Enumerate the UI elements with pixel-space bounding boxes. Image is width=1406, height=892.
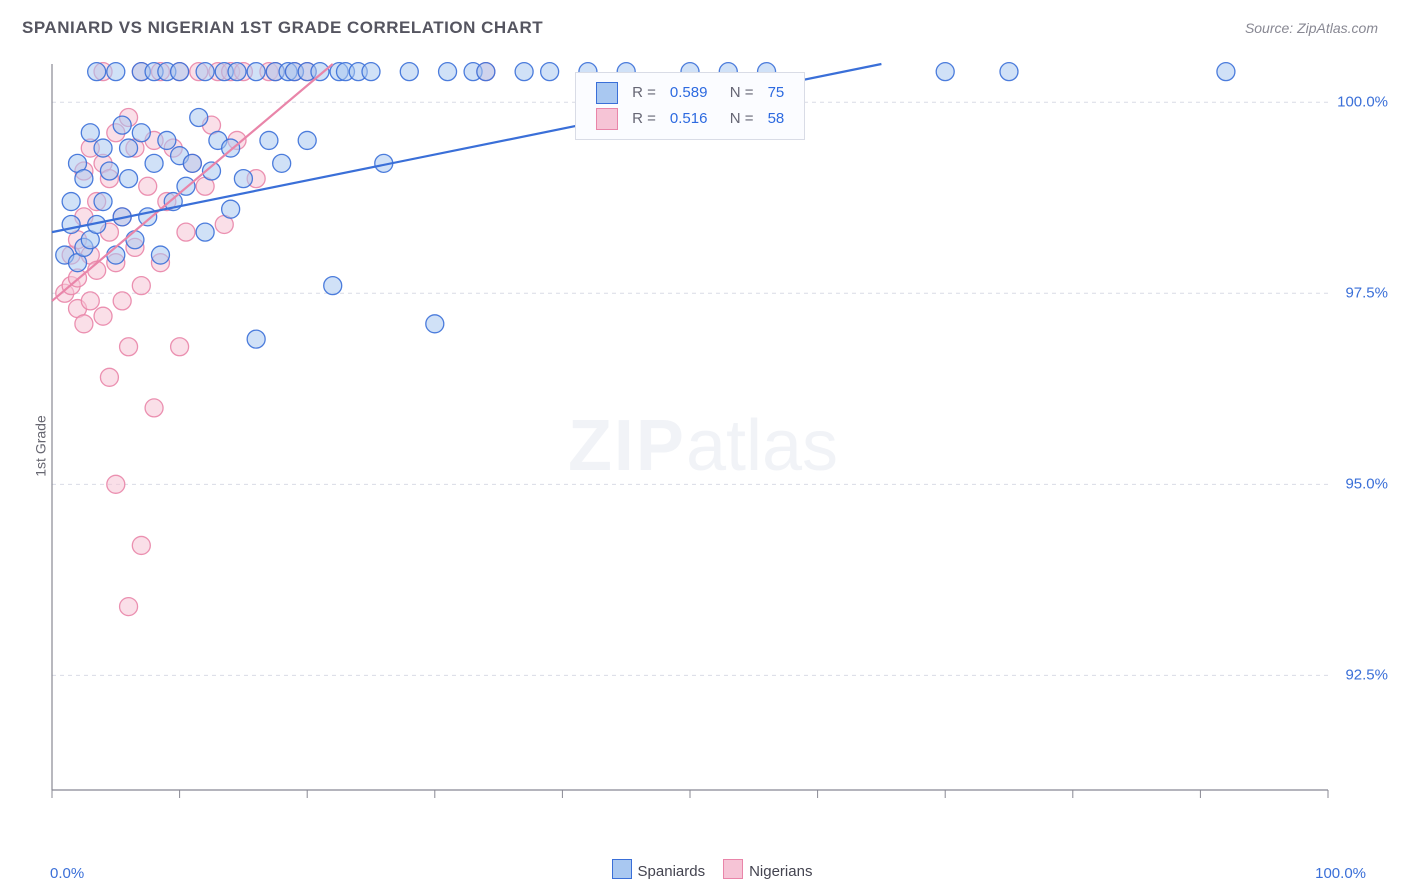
data-point: [171, 63, 189, 81]
data-point: [120, 598, 138, 616]
data-point: [100, 162, 118, 180]
legend-r-value: 0.516: [664, 107, 714, 131]
legend-r-label: R =: [626, 107, 662, 131]
data-point: [107, 475, 125, 493]
source-attribution: Source: ZipAtlas.com: [1245, 20, 1378, 36]
legend-n-label: N =: [715, 81, 759, 105]
legend-swatch: [612, 859, 632, 879]
data-point: [324, 277, 342, 295]
data-point: [113, 292, 131, 310]
y-axis-label: 1st Grade: [33, 415, 49, 476]
data-point: [145, 154, 163, 172]
data-point: [132, 124, 150, 142]
data-point: [477, 63, 495, 81]
trend-line: [52, 64, 333, 301]
data-point: [298, 131, 316, 149]
data-point: [120, 338, 138, 356]
data-point: [311, 63, 329, 81]
data-point: [273, 154, 291, 172]
data-point: [94, 193, 112, 211]
legend-label: Spaniards: [638, 863, 706, 880]
data-point: [151, 246, 169, 264]
legend-swatch: [596, 82, 618, 104]
legend-n-value: 58: [762, 107, 791, 131]
legend-r-label: R =: [626, 81, 662, 105]
data-point: [362, 63, 380, 81]
legend-n-value: 75: [762, 81, 791, 105]
data-point: [183, 154, 201, 172]
data-point: [1217, 63, 1235, 81]
data-point: [196, 223, 214, 241]
data-point: [126, 231, 144, 249]
data-point: [158, 131, 176, 149]
legend-swatch: [723, 859, 743, 879]
y-tick-label: 95.0%: [1345, 476, 1388, 493]
data-point: [132, 536, 150, 554]
data-point: [107, 63, 125, 81]
legend-label: Nigerians: [749, 863, 812, 880]
legend-swatch: [596, 108, 618, 130]
data-point: [171, 338, 189, 356]
correlation-legend: R =0.589 N =75 R =0.516 N =58: [575, 72, 805, 140]
data-point: [62, 193, 80, 211]
data-point: [228, 63, 246, 81]
data-point: [75, 315, 93, 333]
data-point: [94, 139, 112, 157]
data-point: [222, 200, 240, 218]
data-point: [541, 63, 559, 81]
legend-r-value: 0.589: [664, 81, 714, 105]
data-point: [260, 131, 278, 149]
y-tick-label: 92.5%: [1345, 667, 1388, 684]
data-point: [426, 315, 444, 333]
data-point: [515, 63, 533, 81]
y-tick-label: 97.5%: [1345, 285, 1388, 302]
data-point: [81, 292, 99, 310]
data-point: [936, 63, 954, 81]
data-point: [120, 170, 138, 188]
data-point: [75, 170, 93, 188]
data-point: [94, 307, 112, 325]
data-point: [247, 63, 265, 81]
data-point: [120, 139, 138, 157]
y-tick-label: 100.0%: [1337, 94, 1388, 111]
data-point: [113, 116, 131, 134]
data-point: [145, 399, 163, 417]
legend-n-label: N =: [715, 107, 759, 131]
data-point: [132, 277, 150, 295]
data-point: [190, 108, 208, 126]
data-point: [100, 368, 118, 386]
data-point: [439, 63, 457, 81]
data-point: [196, 63, 214, 81]
data-point: [139, 177, 157, 195]
series-legend: Spaniards Nigerians: [0, 859, 1406, 880]
chart-plot-area: [48, 60, 1368, 820]
chart-title: SPANIARD VS NIGERIAN 1ST GRADE CORRELATI…: [22, 18, 543, 38]
data-point: [1000, 63, 1018, 81]
data-point: [107, 246, 125, 264]
data-point: [177, 223, 195, 241]
data-point: [234, 170, 252, 188]
data-point: [62, 215, 80, 233]
data-point: [81, 124, 99, 142]
data-point: [400, 63, 418, 81]
data-point: [88, 63, 106, 81]
data-point: [247, 330, 265, 348]
